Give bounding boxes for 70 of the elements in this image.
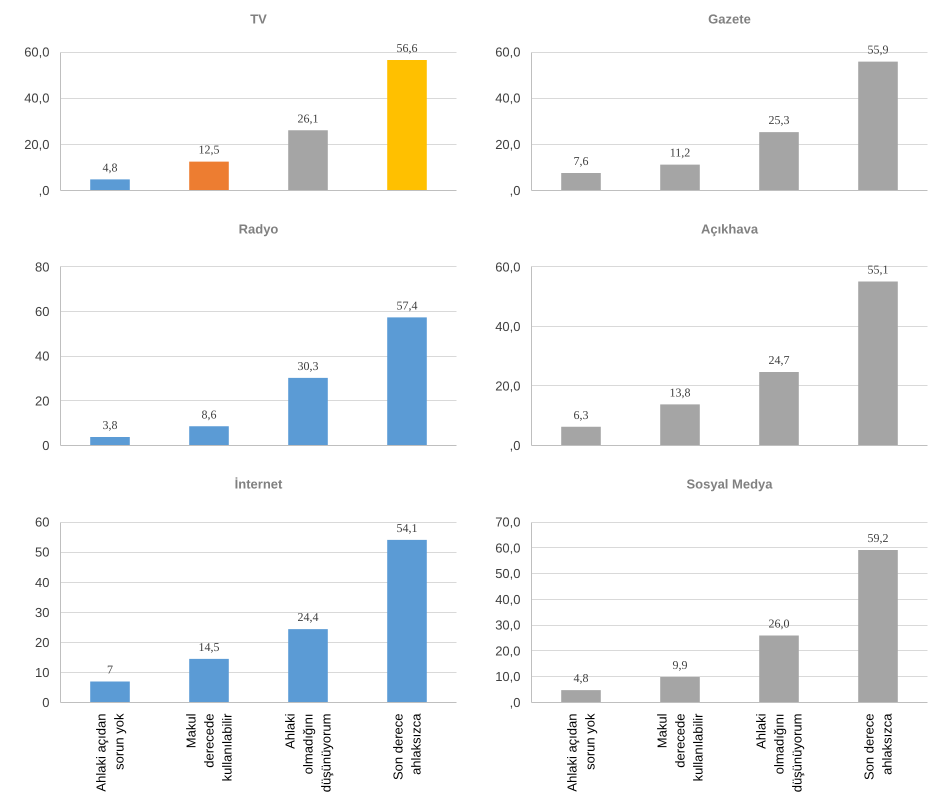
data-label: 4,8: [574, 671, 588, 686]
data-label: 4,8: [102, 160, 118, 174]
y-tick-label: 20: [35, 634, 50, 650]
y-tick-label: 60: [35, 304, 50, 320]
y-tick-label: 40: [35, 348, 50, 364]
y-tick-label: 40,0: [24, 90, 50, 106]
data-label: 9,9: [672, 658, 688, 672]
x-tick-label: Makul derecede kullanılabilir: [184, 712, 234, 782]
data-label: 24,7: [768, 352, 790, 367]
y-tick-label: ,0: [38, 183, 50, 198]
x-tick-label: Son derece ahlaksızca: [390, 712, 424, 780]
data-label: 30,3: [298, 358, 318, 373]
data-label: 11,2: [670, 146, 690, 160]
data-label: 55,9: [868, 42, 888, 57]
data-label: 25,3: [768, 113, 790, 128]
y-tick-label: 60,0: [495, 259, 521, 274]
data-label: 59,2: [868, 530, 888, 545]
y-tick-label: 30: [35, 604, 50, 620]
data-label: 7: [107, 662, 113, 676]
y-tick-label: 40: [35, 574, 50, 590]
chart-title: Radyo: [238, 222, 278, 236]
y-tick-label: 50,0: [495, 566, 521, 582]
data-label: 7,6: [574, 154, 588, 168]
data-label: 56,6: [396, 40, 418, 55]
data-label: 24,4: [298, 610, 318, 624]
chart-title: İnternet: [234, 476, 284, 492]
data-label: 14,5: [198, 640, 220, 654]
chart-title: Gazete: [708, 12, 751, 26]
y-tick-label: 30,0: [495, 618, 521, 633]
y-tick-label: 0: [42, 438, 50, 453]
y-tick-label: 20,0: [495, 643, 521, 658]
data-label: 13,8: [670, 385, 690, 400]
y-tick-label: 70,0: [495, 514, 521, 530]
y-tick-label: 60: [35, 514, 50, 530]
y-tick-label: 60,0: [495, 540, 521, 556]
y-tick-label: 60,0: [24, 44, 50, 60]
x-tick-label: Makul derecede kullanılabilir: [654, 712, 706, 782]
data-label: 6,3: [574, 408, 588, 422]
data-label: 12,5: [198, 142, 220, 157]
y-tick-label: 50: [35, 544, 50, 560]
y-tick-label: 0: [42, 695, 50, 710]
chart-title: Açıkhava: [700, 222, 759, 236]
data-label: 26,1: [298, 111, 318, 126]
data-label: 26,0: [768, 616, 790, 631]
y-tick-label: 60,0: [495, 44, 521, 60]
y-tick-label: 10: [35, 664, 50, 680]
data-label: 55,1: [868, 262, 888, 277]
y-tick-label: 40,0: [495, 592, 521, 607]
chart-title: Sosyal Medya: [686, 476, 774, 492]
y-tick-label: 80: [35, 259, 50, 274]
y-tick-label: ,0: [510, 438, 520, 453]
y-tick-label: 10,0: [495, 669, 521, 684]
y-tick-label: 40,0: [495, 90, 521, 106]
data-label: 8,6: [202, 407, 216, 422]
y-tick-label: ,0: [510, 183, 520, 198]
data-label: 54,1: [396, 520, 418, 535]
x-tick-label: Ahlaki açıdan sorun yok: [564, 713, 598, 792]
y-tick-label: 20,0: [495, 136, 521, 152]
x-tick-label: Ahlaki olmadığını düşünüyorum: [754, 713, 804, 792]
x-tick-label: Ahlaki açıdan sorun yok: [94, 713, 126, 792]
y-tick-label: ,0: [510, 695, 520, 710]
x-tick-label: Son derece ahlaksızca: [862, 712, 894, 780]
chart-title: TV: [250, 12, 268, 26]
y-tick-label: 20: [35, 393, 50, 408]
y-tick-label: 20,0: [495, 378, 521, 394]
data-label: 57,4: [396, 298, 418, 312]
y-tick-label: 20,0: [24, 136, 50, 152]
data-label: 3,8: [102, 418, 118, 432]
y-tick-label: 40,0: [495, 318, 521, 334]
x-tick-label: Ahlaki olmadığını düşünüyorum: [282, 713, 334, 792]
